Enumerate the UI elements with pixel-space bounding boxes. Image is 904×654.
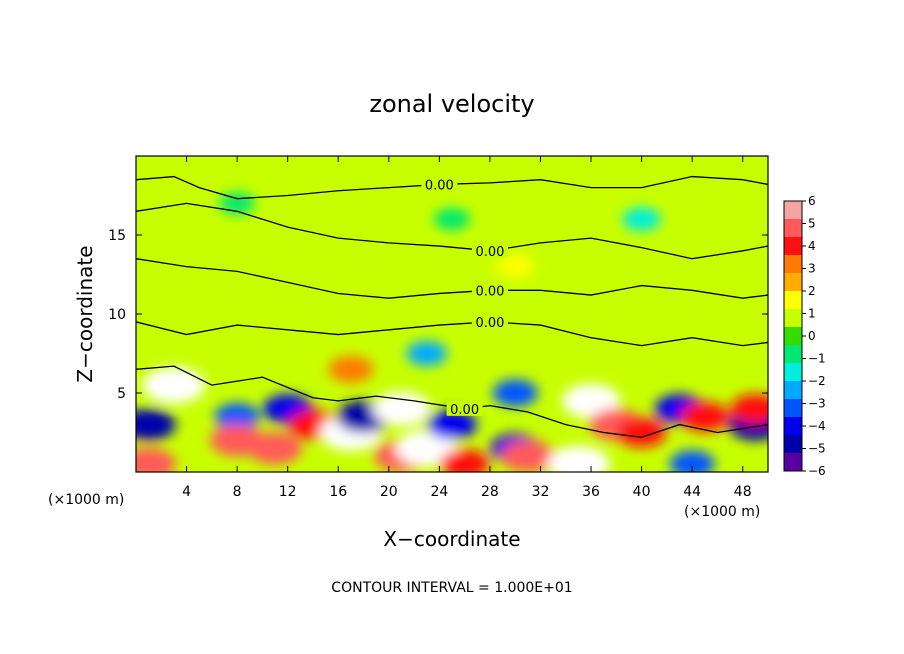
colorbar: 6 5 4 3 2 1 0 −1 −2 −3 −4 −5 −6 bbox=[783, 194, 826, 478]
field-anomaly bbox=[500, 440, 555, 472]
colorbar-tick-label: 6 bbox=[808, 194, 816, 208]
colorbar-swatch bbox=[784, 453, 802, 472]
colorbar-tick-label: −1 bbox=[808, 352, 826, 366]
colorbar-swatch bbox=[784, 255, 802, 274]
x-axis: 4 8 12 16 20 24 28 32 36 40 44 48 bbox=[182, 156, 752, 500]
contour-label-backdrop bbox=[471, 282, 508, 298]
contour-label-backdrop bbox=[471, 313, 508, 329]
colorbar-swatch bbox=[784, 273, 802, 292]
contour-label: 0.00 bbox=[475, 316, 504, 331]
colorbar-swatch bbox=[784, 291, 802, 310]
contour-label: 0.00 bbox=[450, 403, 479, 418]
field-anomaly bbox=[730, 394, 768, 424]
colorbar-swatch bbox=[784, 219, 802, 238]
x-axis-units-right: (×1000 m) bbox=[684, 504, 760, 520]
x-tick-label: 16 bbox=[329, 484, 347, 500]
y-tick-label: 5 bbox=[117, 386, 126, 402]
x-tick-label: 4 bbox=[182, 484, 191, 500]
x-tick-label: 36 bbox=[582, 484, 600, 500]
field-anomaly bbox=[136, 448, 176, 472]
field-anomaly bbox=[395, 429, 459, 467]
colorbar-swatch bbox=[784, 237, 802, 256]
field-anomaly bbox=[561, 383, 621, 419]
colorbar-swatch bbox=[784, 381, 802, 400]
y-tick-label: 10 bbox=[108, 307, 126, 323]
contour-label: 0.00 bbox=[475, 245, 504, 260]
field-anomaly bbox=[622, 207, 661, 231]
field-anomaly bbox=[136, 408, 176, 441]
colorbar-swatch bbox=[784, 399, 802, 418]
colorbar-swatch bbox=[784, 363, 802, 382]
contour-label-backdrop bbox=[421, 176, 458, 192]
contour-line bbox=[136, 202, 768, 260]
colorbar-tick-label: 1 bbox=[808, 307, 816, 321]
x-tick-label: 24 bbox=[430, 484, 448, 500]
contour-label: 0.00 bbox=[425, 178, 454, 193]
velocity-field bbox=[136, 192, 768, 472]
field-anomaly bbox=[427, 409, 477, 440]
y-tick-label: 15 bbox=[108, 228, 126, 244]
colorbar-swatch bbox=[784, 345, 802, 364]
field-anomaly bbox=[406, 341, 448, 366]
field-anomaly bbox=[547, 445, 610, 472]
colorbar-tick-label: 0 bbox=[808, 329, 816, 343]
contour-label-backdrop bbox=[446, 400, 483, 416]
field-anomaly bbox=[142, 366, 206, 404]
colorbar-tick-label: −2 bbox=[808, 374, 826, 388]
x-tick-label: 32 bbox=[532, 484, 550, 500]
colorbar-swatch bbox=[784, 417, 802, 436]
y-axis: 5 10 15 bbox=[108, 228, 768, 402]
field-anomaly bbox=[439, 449, 490, 472]
x-tick-label: 40 bbox=[633, 484, 651, 500]
colorbar-tick-label: 5 bbox=[808, 217, 816, 231]
colorbar-tick-label: −5 bbox=[808, 442, 826, 456]
field-anomaly bbox=[433, 208, 471, 231]
x-tick-label: 20 bbox=[380, 484, 398, 500]
colorbar-swatch bbox=[784, 327, 802, 346]
contour-label: 0.00 bbox=[475, 284, 504, 299]
x-tick-label: 44 bbox=[683, 484, 701, 500]
colorbar-tick-label: 2 bbox=[808, 284, 816, 298]
x-tick-label: 8 bbox=[233, 484, 242, 500]
plot-area: 0.00 0.00 0.00 0.00 0.00 bbox=[136, 156, 768, 472]
colorbar-tick-label: −4 bbox=[808, 419, 826, 433]
chart-title: zonal velocity bbox=[369, 90, 534, 118]
colorbar-tick-label: 3 bbox=[808, 262, 816, 276]
colorbar-tick-label: 4 bbox=[808, 239, 816, 253]
x-axis-label: X−coordinate bbox=[383, 527, 520, 551]
field-anomaly bbox=[372, 391, 431, 426]
field-anomaly bbox=[248, 432, 303, 465]
colorbar-swatch bbox=[784, 309, 802, 328]
x-axis-units-left: (×1000 m) bbox=[48, 492, 124, 508]
contour-line bbox=[136, 321, 768, 347]
x-tick-label: 48 bbox=[734, 484, 752, 500]
y-axis-label: Z−coordinate bbox=[73, 245, 97, 382]
field-anomaly bbox=[492, 379, 538, 407]
contour-label-backdrop bbox=[471, 242, 508, 258]
x-tick-label: 28 bbox=[481, 484, 499, 500]
contour-interval-note: CONTOUR INTERVAL = 1.000E+01 bbox=[331, 580, 572, 596]
field-anomaly bbox=[669, 450, 715, 472]
field-anomaly bbox=[680, 401, 730, 432]
contour-lines: 0.00 0.00 0.00 0.00 0.00 bbox=[136, 175, 768, 438]
colorbar-tick-label: −6 bbox=[808, 464, 826, 478]
colorbar-tick-label: −3 bbox=[808, 397, 826, 411]
colorbar-swatch bbox=[784, 435, 802, 454]
field-anomaly bbox=[328, 355, 374, 383]
field-anomaly bbox=[495, 254, 535, 279]
field-anomaly bbox=[214, 403, 260, 431]
contour-line bbox=[136, 258, 768, 299]
colorbar-swatch bbox=[784, 201, 802, 220]
x-tick-label: 12 bbox=[279, 484, 297, 500]
field-anomaly bbox=[616, 417, 667, 448]
